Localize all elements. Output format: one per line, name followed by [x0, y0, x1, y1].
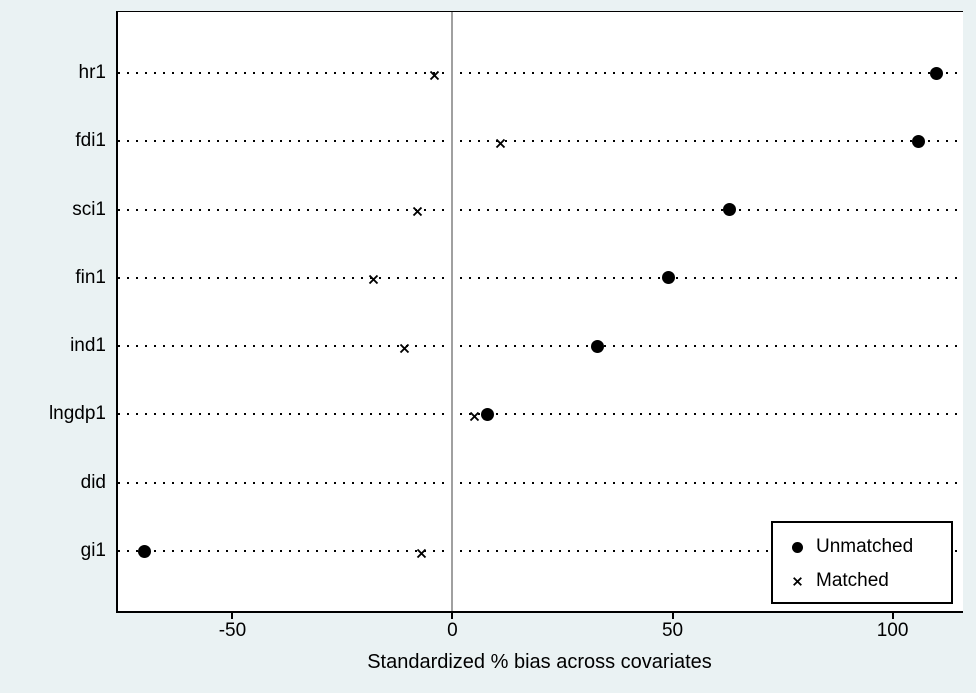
legend-label-matched: Matched: [816, 570, 889, 591]
unmatched-marker-gi1: [137, 544, 151, 558]
matched-marker-hr1: [429, 68, 440, 80]
y-axis-label-fin1: fin1: [75, 266, 106, 288]
y-axis-label-lngdp1: lngdp1: [48, 403, 106, 425]
x-tick-mark--50: [231, 612, 234, 619]
unmatched-marker-sci1: [723, 203, 737, 217]
category-gridline-lngdp1: [118, 413, 963, 416]
zero-reference-line: [451, 12, 454, 611]
y-axis-label-gi1: gi1: [80, 540, 106, 561]
y-axis-label-fdi1: fdi1: [75, 130, 106, 152]
category-gridline-fdi1: [118, 140, 963, 143]
x-tick-label-100: 100: [876, 620, 909, 641]
legend-item-unmatched: Unmatched: [773, 530, 951, 564]
matched-marker-lngdp1: [469, 409, 480, 422]
matched-x-icon: [787, 576, 807, 587]
unmatched-circle-icon: [787, 541, 807, 553]
legend-item-matched: Matched: [773, 564, 951, 598]
matched-marker-ind1: [399, 341, 410, 353]
legend-label-unmatched: Unmatched: [816, 536, 914, 557]
category-gridline-sci1: [118, 208, 963, 211]
unmatched-marker-lngdp1: [481, 407, 495, 421]
unmatched-marker-fin1: [661, 271, 675, 285]
category-gridline-ind1: [118, 345, 963, 348]
x-tick-mark-0: [451, 612, 454, 619]
x-tick-label-50: 50: [661, 620, 684, 641]
y-axis-label-ind1: ind1: [70, 335, 106, 357]
unmatched-marker-hr1: [930, 66, 944, 80]
matched-marker-fdi1: [495, 136, 506, 148]
x-axis-title: Standardized % bias across covariates: [367, 651, 712, 673]
category-gridline-gi1: [118, 550, 963, 552]
matched-marker-fin1: [368, 272, 379, 285]
x-tick-mark-50: [671, 612, 674, 619]
y-axis-label-did: did: [80, 471, 106, 493]
x-tick-label-0: 0: [447, 620, 458, 641]
category-gridline-did: [118, 481, 963, 484]
x-tick-mark-100: [891, 612, 894, 619]
y-axis-label-hr1: hr1: [78, 62, 106, 83]
category-gridline-hr1: [118, 72, 963, 74]
matched-marker-sci1: [412, 204, 423, 217]
x-tick-label--50: -50: [218, 620, 247, 641]
legend: Unmatched Matched: [771, 521, 953, 604]
y-axis-label-sci1: sci1: [72, 198, 106, 220]
matched-marker-gi1: [416, 546, 427, 558]
plot-area: [116, 11, 963, 613]
unmatched-marker-ind1: [591, 339, 605, 353]
category-gridline-fin1: [118, 276, 963, 279]
unmatched-marker-fdi1: [912, 134, 926, 148]
